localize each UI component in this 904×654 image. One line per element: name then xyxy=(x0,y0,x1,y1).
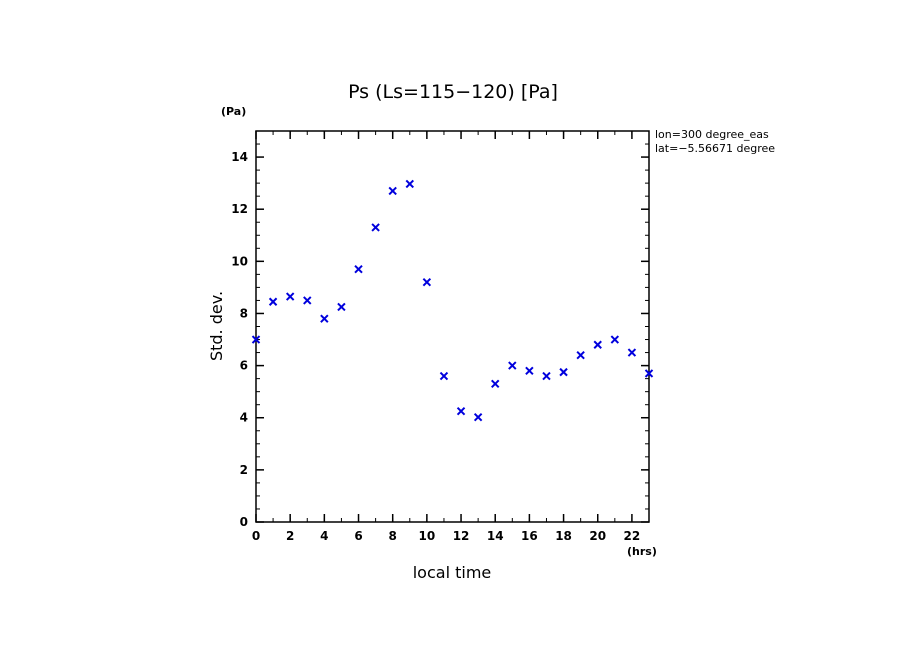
data-point xyxy=(405,179,414,189)
data-point xyxy=(627,348,637,357)
x-tick-label: 20 xyxy=(589,529,606,543)
data-point xyxy=(559,367,568,377)
data-point xyxy=(491,379,500,389)
y-tick-label: 10 xyxy=(231,254,248,268)
y-axis-title: Std. dev. xyxy=(207,291,226,361)
data-point xyxy=(473,413,483,422)
data-point xyxy=(268,297,278,306)
x-tick-label: 14 xyxy=(487,529,504,543)
data-point xyxy=(285,292,295,301)
plot-frame: 0 2 4 6 8 10 12 14 16 18 20 22 0 2 4 6 8 10 12 14 xyxy=(231,130,650,543)
data-point xyxy=(388,186,397,196)
y-tick-label: 2 xyxy=(240,463,248,477)
data-point xyxy=(593,340,602,349)
y-tick-label: 6 xyxy=(240,359,248,373)
x-tick-label: 16 xyxy=(521,529,538,543)
data-point xyxy=(610,335,620,344)
y-tick-label: 12 xyxy=(231,202,248,216)
data-point xyxy=(303,296,312,305)
data-point xyxy=(371,223,380,232)
y-unit-label: (Pa) xyxy=(221,105,246,118)
x-tick-label: 0 xyxy=(252,529,260,543)
data-point xyxy=(320,314,329,323)
data-point xyxy=(251,335,261,344)
data-point xyxy=(525,366,534,376)
x-tick-label: 10 xyxy=(419,529,436,543)
x-tick-label: 2 xyxy=(286,529,294,543)
x-tick-label: 6 xyxy=(354,529,362,543)
x-axis-title: local time xyxy=(413,563,492,582)
x-tick-label: 8 xyxy=(389,529,397,543)
x-tick-label: 18 xyxy=(555,529,572,543)
data-point xyxy=(337,302,346,312)
data-point xyxy=(644,369,654,378)
data-point xyxy=(576,350,585,360)
annotation-lat: lat=−5.56671 degree xyxy=(655,142,775,155)
data-point xyxy=(508,361,517,370)
data-point xyxy=(542,371,551,381)
data-point xyxy=(354,264,363,274)
data-point xyxy=(439,371,449,381)
x-tick-label: 22 xyxy=(624,529,641,543)
x-tick-label: 12 xyxy=(453,529,470,543)
plot-border xyxy=(255,130,650,523)
y-tick-label: 8 xyxy=(240,306,248,320)
annotation-lon: lon=300 degree_eas xyxy=(655,128,769,141)
y-tick-label: 14 xyxy=(231,150,248,164)
chart-title: Ps (Ls=115−120) [Pa] xyxy=(348,81,558,103)
x-tick-label: 4 xyxy=(320,529,328,543)
data-point xyxy=(456,407,466,416)
x-unit-label: (hrs) xyxy=(627,545,657,558)
y-tick-label: 4 xyxy=(240,411,248,425)
y-tick-label: 0 xyxy=(240,515,248,529)
data-points xyxy=(251,179,654,422)
data-point xyxy=(422,277,432,287)
